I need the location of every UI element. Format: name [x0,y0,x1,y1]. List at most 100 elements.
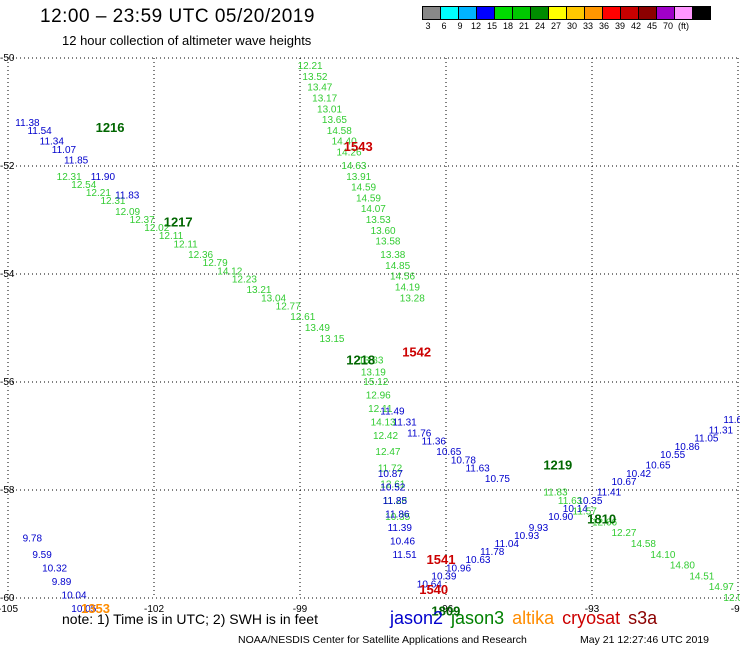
wave-height-value: 11.76 [407,428,432,439]
wave-height-value: 10.90 [548,512,573,523]
wave-height-value: 11.85 [383,496,408,507]
wave-height-value: 11.31 [392,418,417,429]
wave-height-value: 11.05 [694,434,719,445]
page-title: 12:00 – 23:59 UTC 05/20/2019 [40,6,315,27]
wave-height-value: 11.38 [15,118,40,129]
wave-height-value: 14.26 [337,148,362,159]
footer-timestamp: May 21 12:27:46 UTC 2019 [580,634,709,646]
footer-credit: NOAA/NESDIS Center for Satellite Applica… [238,634,527,646]
lat-tick-label: -56 [0,377,15,388]
wave-height-value: 12.61 [290,312,315,323]
lon-tick-label: -105 [0,604,18,615]
color-scale-label: 6 [441,21,447,31]
wave-height-value: 14.40 [332,137,357,148]
page-subtitle: 12 hour collection of altimeter wave hei… [62,33,312,48]
wave-height-value: 10.46 [390,536,415,547]
wave-height-value: 14.59 [356,193,381,204]
lon-tick-label: -96 [439,604,454,615]
wave-height-value: 10.78 [451,455,476,466]
wave-height-value: 11.78 [480,547,505,558]
wave-height-value: 13.15 [319,334,344,345]
wave-height-value: 12.11 [173,239,198,250]
wave-height-value: 11.34 [40,137,65,148]
wave-height-value: 10.14 [563,504,588,515]
wave-height-value: 9.93 [529,523,549,534]
wave-height-value: 13.47 [307,83,332,94]
lon-tick-label: -102 [144,604,164,615]
color-scale-label: 21 [518,21,529,31]
wave-height-value: 14.80 [670,561,695,572]
satellite-legend: jason2 jason3 altika cryosat s3a [390,608,665,629]
wave-height-value: 10.04 [62,590,87,601]
wave-height-value: 9.78 [23,534,43,545]
wave-height-value: 14.59 [351,183,376,194]
wave-height-value: 11.49 [380,407,405,418]
wave-height-value: 10.96 [446,563,471,574]
wave-height-value: 14.12 [217,266,242,277]
wave-height-value: 14.63 [341,161,366,172]
color-scale-label: 15 [486,21,497,31]
wave-height-value: 14.56 [390,272,415,283]
wave-height-value: 13.21 [246,285,271,296]
satellite-legend-item: jason2 [390,608,444,628]
footer-note: note: 1) Time is in UTC; 2) SWH is in fe… [62,611,318,627]
wave-height-value: 12.27 [611,528,636,539]
wave-height-value: 12.42 [373,431,398,442]
wave-height-value: 12.37 [130,215,155,226]
wave-height-value: 13.17 [312,94,337,105]
satellite-legend-item: jason3 [451,608,505,628]
wave-height-value: 12.54 [71,180,96,191]
wave-height-value: 13.58 [375,237,400,248]
wave-height-value: 12.47 [375,447,400,458]
track-time-label: 1809 [431,604,460,619]
wave-height-value: 10.39 [431,571,456,582]
wave-height-value: 13.52 [302,72,327,83]
lat-tick-label: -50 [0,53,15,64]
track-time-label: 1540 [419,582,448,597]
wave-height-value: 10.42 [626,469,651,480]
wave-height-value: 14.58 [327,126,352,137]
wave-height-value: 13.19 [361,367,386,378]
wave-height-value: 14.97 [709,582,734,593]
wave-height-value: 12.77 [276,301,301,312]
color-scale-unit: (ft) [678,21,689,31]
wave-height-value: 12.36 [188,250,213,261]
wave-height-value: 10.65 [646,461,671,472]
wave-height-value: 9.59 [32,550,52,561]
wave-height-value: 12.05 [723,593,740,604]
wave-height-value: 11.63 [465,463,490,474]
wave-height-value: 14.85 [385,261,410,272]
color-swatch [692,6,711,20]
wave-height-value: 13.83 [358,355,383,366]
wave-height-value: 10.52 [380,482,405,493]
wave-height-value: 13.53 [366,215,391,226]
color-scale-label: 9 [457,21,463,31]
wave-height-value: 11.67 [723,415,740,426]
color-scale-label: 18 [502,21,513,31]
wave-height-value: 10.75 [485,474,510,485]
color-scale-label: 42 [630,21,641,31]
track-time-label: 1542 [402,344,431,359]
wave-height-value: 12.21 [86,188,111,199]
track-time-label: 1219 [543,458,572,473]
wave-height-value: 10.35 [577,496,602,507]
color-scale-label: 24 [534,21,545,31]
color-scale-label: 70 [662,21,673,31]
wave-height-value: 14.58 [631,539,656,550]
track-time-label: 1216 [96,120,125,135]
color-scale-label: 39 [614,21,625,31]
wave-height-value: 14.51 [689,571,714,582]
color-scale-label: 36 [598,21,609,31]
wave-height-value: 11.04 [495,539,520,550]
wave-height-value: 13.60 [371,226,396,237]
color-scale-label: 27 [550,21,561,31]
color-scale-label: 3 [425,21,431,31]
wave-height-value: 10.87 [378,469,403,480]
wave-height-value: 11.07 [52,145,77,156]
wave-height-value: 12.31 [100,196,125,207]
satellite-legend-item: s3a [628,608,658,628]
wave-height-value: 12.09 [115,207,140,218]
wave-height-value: 12.02 [144,223,169,234]
wave-height-value: 11.41 [597,488,622,499]
